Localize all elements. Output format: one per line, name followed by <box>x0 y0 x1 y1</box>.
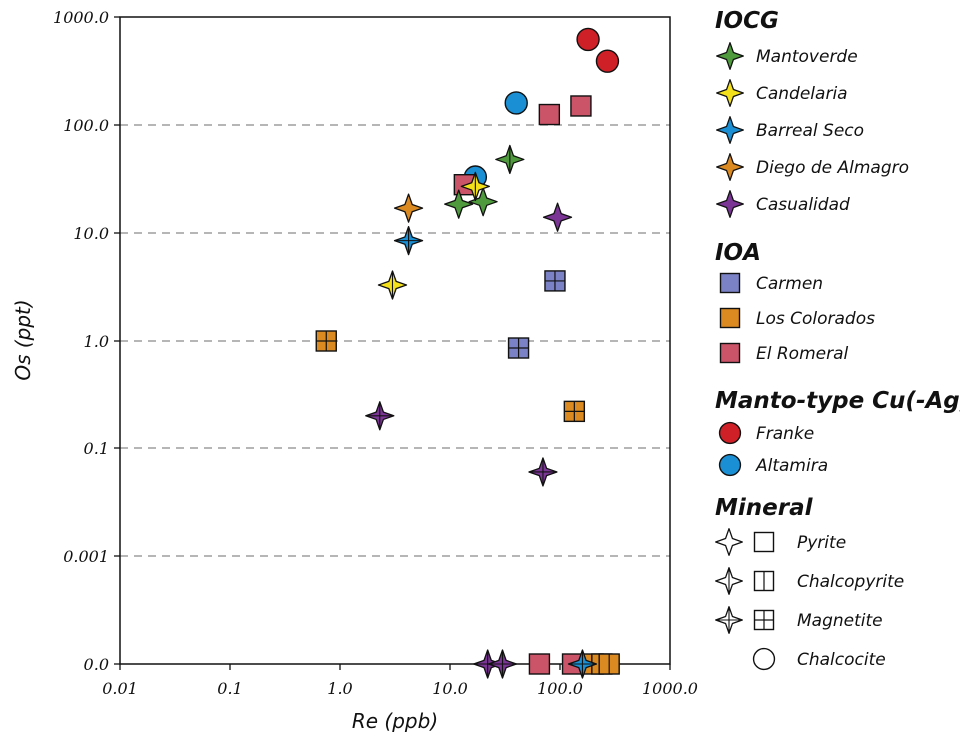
legend-marker <box>715 528 743 556</box>
data-point <box>542 202 573 232</box>
legend: IOCG Mantoverde Candelaria Barreal Seco Dieg… <box>715 8 960 671</box>
x-tick-label: 10.0 <box>432 679 468 698</box>
data-point <box>507 337 530 359</box>
legend-marker <box>753 609 775 631</box>
legend-item-label: Casualidad <box>756 195 850 215</box>
legend-item-label: El Romeral <box>756 344 849 364</box>
legend-item-label: Diego de Almagro <box>756 158 909 178</box>
x-axis-title: Re (ppb) <box>352 709 438 733</box>
data-point <box>570 95 592 117</box>
legend-marker <box>718 421 742 445</box>
y-tick-label: 1000.0 <box>53 8 109 27</box>
legend-marker <box>716 153 744 181</box>
x-tick-label: 100.0 <box>537 679 583 698</box>
y-tick-label: 0.1 <box>84 439 109 458</box>
x-tick-label: 1000.0 <box>642 679 698 698</box>
y-tick-label: 1.0 <box>84 332 109 351</box>
legend-item-label: Candelaria <box>756 84 848 104</box>
legend-marker <box>716 42 744 70</box>
legend-marker <box>716 190 744 218</box>
data-point <box>598 653 620 675</box>
data-point <box>393 193 424 223</box>
legend-marker <box>719 307 741 329</box>
legend-marker <box>753 570 775 592</box>
legend-item-label: Franke <box>756 424 814 444</box>
legend-item-label: Chalcocite <box>797 650 886 670</box>
data-point <box>563 400 586 423</box>
legend-heading: Mineral <box>715 495 814 521</box>
legend-item-label: Altamira <box>755 456 828 476</box>
legend-item-label: Magnetite <box>797 611 883 631</box>
data-point <box>544 270 566 292</box>
x-tick-label: 1.0 <box>327 679 352 698</box>
legend-marker <box>719 272 741 294</box>
data-point <box>444 189 474 219</box>
x-tick-label: 0.01 <box>102 679 138 698</box>
data-points <box>315 27 620 679</box>
data-point <box>315 330 337 352</box>
data-point <box>576 27 600 52</box>
data-point <box>377 270 408 300</box>
legend-marker <box>719 342 741 364</box>
data-point <box>567 649 598 679</box>
data-point <box>495 144 525 175</box>
legend-marker <box>715 567 743 595</box>
legend-item-label: Chalcopyrite <box>797 572 904 592</box>
y-tick-label: 100.0 <box>63 116 109 135</box>
legend-item-label: Mantoverde <box>756 47 858 67</box>
x-axis-ticks: 0.01 0.1 1.0 10.0 100.0 1000.0 <box>102 664 698 698</box>
data-point <box>595 49 620 73</box>
legend-marker <box>716 79 744 107</box>
y-tick-label: 0.0 <box>84 655 109 674</box>
y-axis-ticks: 1000.0 100.0 10.0 1.0 0.1 0.001 0.0 <box>53 8 120 674</box>
y-axis-title: Os (ppt) <box>11 299 35 380</box>
legend-marker <box>753 531 775 553</box>
legend-item-label: Carmen <box>756 274 823 294</box>
legend-marker <box>752 647 776 671</box>
legend-heading: IOA <box>715 240 761 266</box>
data-point <box>487 649 518 679</box>
data-point <box>538 103 561 126</box>
data-point <box>460 171 490 202</box>
grid-lines <box>120 124 670 557</box>
legend-marker <box>718 453 742 477</box>
data-point <box>393 225 424 256</box>
data-point <box>528 457 558 487</box>
legend-item-label: Pyrite <box>797 533 846 553</box>
legend-item-label: Barreal Seco <box>756 121 864 141</box>
legend-heading: Manto-type Cu(-Ag) <box>715 388 960 414</box>
legend-heading: IOCG <box>715 8 779 34</box>
data-point <box>365 401 395 431</box>
legend-item-label: Los Colorados <box>756 309 875 329</box>
legend-marker <box>716 116 744 144</box>
x-tick-label: 0.1 <box>217 679 242 698</box>
y-tick-label: 10.0 <box>73 224 109 243</box>
data-point <box>528 653 551 675</box>
legend-marker <box>715 606 743 634</box>
y-tick-label: 0.001 <box>63 547 109 566</box>
data-point <box>504 91 528 115</box>
